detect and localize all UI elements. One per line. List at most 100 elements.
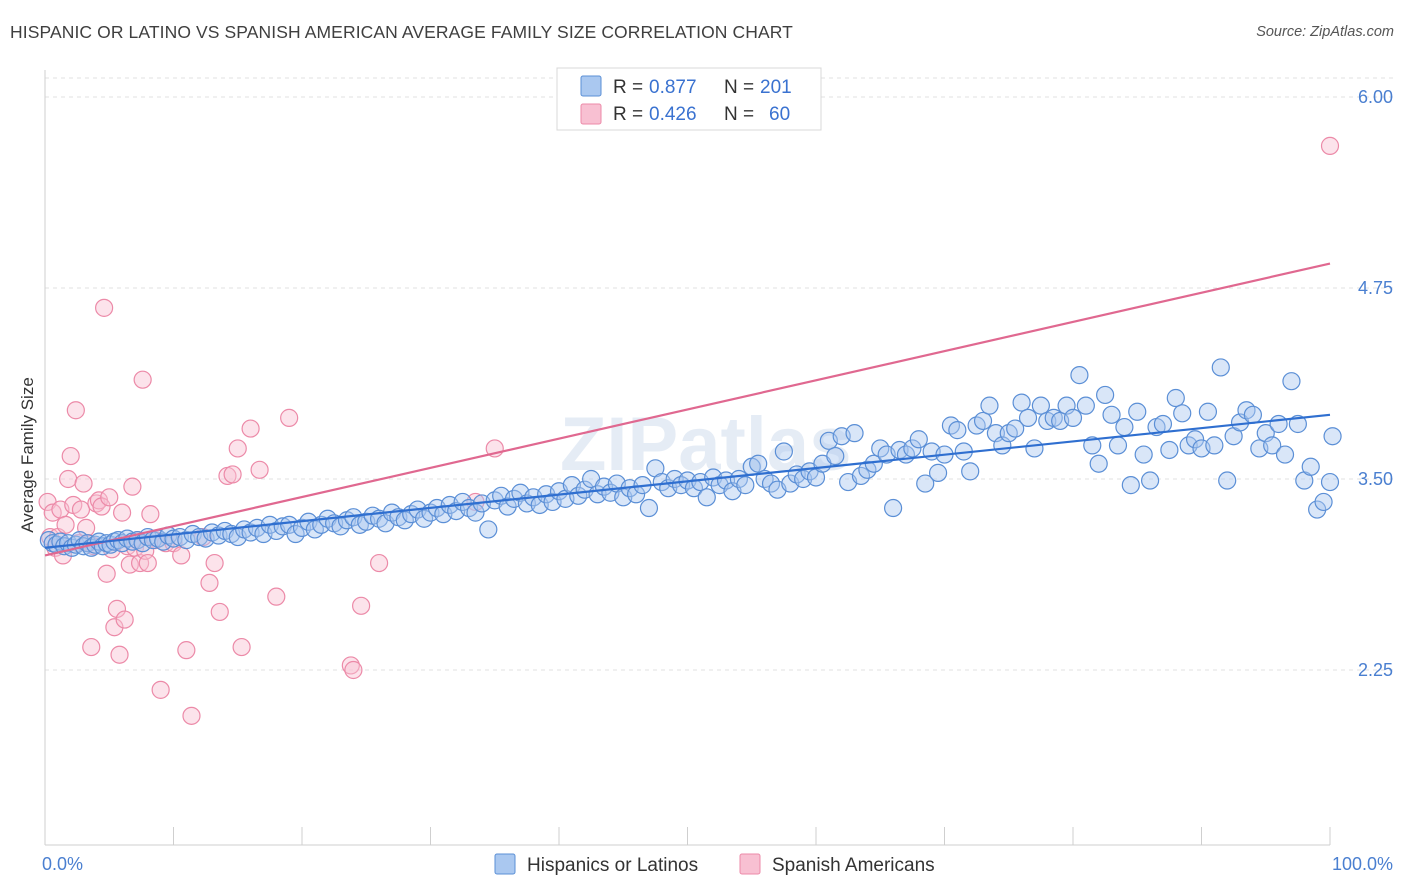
- spanish-americans-point-7: [56, 515, 75, 534]
- y-tick-label-3: 6.00: [1358, 87, 1393, 107]
- spanish-americans-point-22: [95, 298, 114, 317]
- spanish-americans-point-62: [352, 596, 371, 615]
- y-tick-label-0: 2.25: [1358, 660, 1393, 680]
- spanish-americans-point-14: [74, 474, 93, 493]
- hispanics-point-207: [1308, 500, 1327, 519]
- hispanics-point-209: [1320, 472, 1340, 492]
- hispanics-point-176: [1108, 436, 1128, 455]
- hispanics-point-169: [1063, 408, 1083, 427]
- hispanics-point-177: [1115, 417, 1134, 437]
- y-axis-title: Average Family Size: [18, 377, 37, 533]
- hispanics-point-184: [1160, 440, 1179, 460]
- spanish-americans-point-28: [110, 645, 129, 664]
- hispanics-point-81: [498, 497, 517, 516]
- spanish-americans-point-47: [182, 706, 201, 725]
- trend-line-hispanics: [44, 413, 1331, 549]
- y-tick-label-1: 3.50: [1358, 469, 1393, 489]
- hispanics-point-141: [883, 498, 903, 518]
- hispanics-point-178: [1121, 476, 1140, 495]
- hispanics-point-173: [1089, 454, 1108, 473]
- spanish-americans-point-37: [133, 370, 152, 389]
- spanish-americans-point-8: [59, 469, 78, 489]
- hispanics-point-193: [1218, 471, 1237, 490]
- legend-swatch-pink: [580, 103, 602, 125]
- spanish-americans-point-42: [151, 680, 170, 699]
- hispanics-point-197: [1243, 405, 1263, 424]
- bottom-legend-label-blue: Hispanics or Latinos: [527, 855, 698, 876]
- hispanics-point-155: [973, 411, 993, 431]
- hispanics-point-183: [1153, 414, 1173, 434]
- hispanics-point-156: [980, 396, 999, 415]
- spanish-americans-point-54: [228, 439, 247, 458]
- hispanics-point-206: [1301, 457, 1320, 476]
- spanish-americans-point-29: [112, 503, 132, 522]
- spanish-americans-point-57: [250, 460, 269, 479]
- y-tick-label-2: 4.75: [1358, 278, 1393, 298]
- spanish-americans-point-9: [61, 446, 80, 466]
- spanish-americans-point-50: [205, 553, 224, 573]
- spanish-americans-point-30: [115, 610, 134, 629]
- hispanics-point-201: [1269, 414, 1288, 434]
- hispanics-point-208: [1314, 492, 1333, 512]
- hispanics-point-151: [948, 421, 967, 440]
- hispanics-point-181: [1140, 471, 1160, 490]
- legend-n-label-pink: N =: [724, 104, 754, 125]
- hispanics-point-163: [1025, 439, 1044, 458]
- hispanics-point-174: [1096, 385, 1115, 405]
- hispanics-point-171: [1076, 396, 1095, 415]
- spanish-americans-point-39: [138, 553, 157, 573]
- hispanics-point-172: [1083, 436, 1102, 455]
- x-tick-label-1: 100.0%: [1332, 854, 1393, 874]
- hispanics-point-160: [1006, 419, 1025, 438]
- trend-line-spanish-americans: [44, 262, 1331, 557]
- hispanics-point-190: [1198, 402, 1218, 421]
- hispanics-point-135: [845, 424, 864, 443]
- spanish-americans-point-59: [280, 408, 299, 427]
- hispanics-point-200: [1263, 436, 1282, 455]
- spanish-americans-point-24: [100, 488, 119, 507]
- hispanics-point-204: [1288, 414, 1307, 434]
- spanish-americans-point-55: [232, 637, 251, 657]
- bottom-legend-swatch-blue: [494, 853, 516, 875]
- spanish-americans-point-58: [267, 587, 286, 606]
- spanish-americans-point-17: [82, 637, 101, 657]
- grid-lines: [45, 77, 1395, 671]
- hispanics-point-192: [1211, 358, 1230, 377]
- axes: [44, 70, 1331, 846]
- spanish-americans-point-66: [1320, 136, 1340, 155]
- hispanics-point-202: [1275, 445, 1295, 464]
- hispanics-point-203: [1282, 372, 1301, 391]
- spanish-americans-point-49: [200, 573, 219, 593]
- spanish-americans-point-33: [123, 477, 142, 496]
- legend-r-value-pink: 0.426: [649, 104, 697, 125]
- legend-n-value-blue: 201: [760, 77, 792, 98]
- hispanics-point-148: [928, 463, 948, 482]
- spanish-americans-point-21: [92, 497, 111, 516]
- hispanics-point-180: [1134, 445, 1153, 464]
- hispanics-point-103: [639, 498, 659, 518]
- spanish-americans-point-53: [223, 465, 242, 484]
- hispanics-point-118: [736, 476, 755, 495]
- spanish-americans-point-56: [241, 419, 260, 438]
- x-tick-labels: 0.0% 100.0%: [42, 854, 1393, 874]
- hispanics-point-191: [1205, 436, 1224, 455]
- spanish-americans-point-23: [97, 564, 116, 583]
- hispanics-point-164: [1031, 396, 1050, 415]
- legend-r-label-blue: R =: [613, 77, 643, 98]
- chart-title: HISPANIC OR LATINO VS SPANISH AMERICAN A…: [10, 22, 793, 42]
- hispanics-point-112: [697, 488, 716, 507]
- hispanics-point-170: [1070, 365, 1089, 385]
- hispanics-point-124: [774, 442, 793, 461]
- legend-n-label-blue: N =: [724, 77, 754, 98]
- bottom-legend: Hispanics or Latinos Spanish Americans: [494, 853, 935, 876]
- hispanics-point-210: [1323, 427, 1342, 446]
- source-label: Source: ZipAtlas.com: [1256, 24, 1394, 40]
- hispanics-point-179: [1128, 402, 1147, 421]
- spanish-americans-point-26: [105, 618, 124, 637]
- spanish-americans-point-63: [370, 553, 389, 573]
- hispanics-point-120: [749, 454, 768, 473]
- hispanics-point-78: [479, 520, 498, 539]
- hispanics-point-146: [916, 474, 935, 493]
- hispanics-point-186: [1173, 404, 1192, 423]
- hispanics-point-188: [1185, 430, 1205, 449]
